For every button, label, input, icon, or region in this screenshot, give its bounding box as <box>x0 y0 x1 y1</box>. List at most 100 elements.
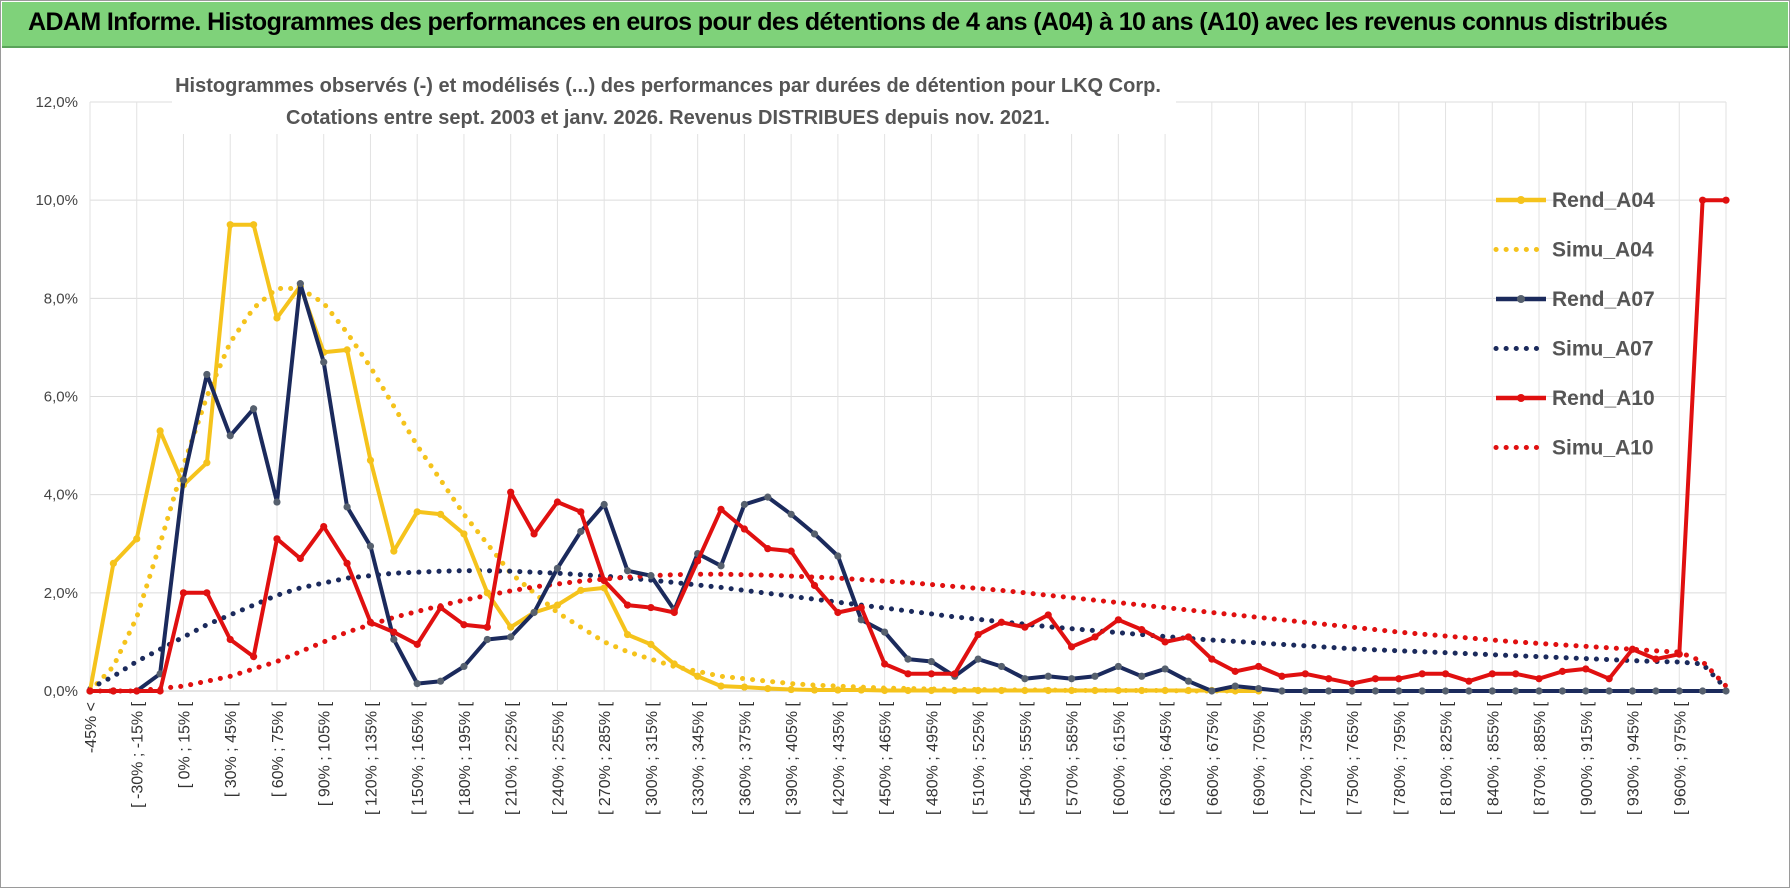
data-point-rend-a07 <box>1021 675 1029 683</box>
data-point-rend-a10 <box>1371 675 1380 683</box>
data-point-rend-a10 <box>834 608 842 617</box>
legend-marker <box>1517 394 1525 402</box>
data-point-rend-a10 <box>1441 670 1450 678</box>
x-tick-label: [ 870% ; 885% [ <box>1532 701 1549 815</box>
data-point-rend-a10 <box>740 525 749 533</box>
data-point-rend-a04 <box>740 683 749 691</box>
data-point-rend-a04 <box>577 586 585 594</box>
x-tick-label: [ -30% ; -15% [ <box>130 701 147 807</box>
data-point-rend-a07 <box>1558 687 1566 695</box>
data-point-rend-a10 <box>1628 645 1637 653</box>
data-point-rend-a07 <box>1371 687 1380 695</box>
data-point-rend-a07 <box>413 680 421 688</box>
series-line-rend-a07 <box>90 281 1726 693</box>
data-point-rend-a07 <box>857 616 865 624</box>
legend-label: Simu_A07 <box>1552 338 1654 361</box>
data-point-rend-a10 <box>810 581 819 590</box>
data-point-rend-a04 <box>951 686 959 695</box>
data-point-rend-a10 <box>1699 196 1707 204</box>
data-point-rend-a04 <box>460 530 468 538</box>
data-point-rend-a10 <box>717 505 725 513</box>
series <box>86 196 1730 695</box>
data-point-rend-a10 <box>1184 633 1193 641</box>
x-tick-label: [ 0% ; 15% [ <box>176 701 193 788</box>
data-point-rend-a10 <box>904 670 912 678</box>
data-point-rend-a07 <box>1465 687 1473 695</box>
data-point-rend-a04 <box>1091 686 1099 695</box>
y-tick-label: 2,0% <box>44 585 78 602</box>
legend-marker <box>1517 295 1525 303</box>
data-point-rend-a07 <box>436 677 445 685</box>
data-point-rend-a04 <box>273 314 281 322</box>
data-point-rend-a10 <box>1114 616 1122 624</box>
data-point-rend-a10 <box>1395 675 1403 683</box>
x-tick-label: [ 300% ; 315% [ <box>644 701 661 815</box>
data-point-rend-a07 <box>226 432 234 440</box>
legend-label: Rend_A07 <box>1552 288 1655 311</box>
data-point-rend-a10 <box>203 589 211 597</box>
data-point-rend-a04 <box>483 589 491 597</box>
x-tick-label: [ 180% ; 195% [ <box>457 701 474 815</box>
title-banner: ADAM Informe. Histogrammes des performan… <box>2 2 1788 48</box>
data-point-rend-a07 <box>1278 687 1286 695</box>
data-point-rend-a10 <box>764 545 772 553</box>
data-point-rend-a04 <box>764 684 772 693</box>
data-point-rend-a07 <box>1348 687 1356 695</box>
data-point-rend-a10 <box>1138 626 1146 634</box>
x-tick-label: [ 780% ; 795% [ <box>1392 701 1409 815</box>
data-point-rend-a07 <box>1114 662 1122 671</box>
data-point-rend-a07 <box>1325 687 1333 695</box>
data-point-rend-a10 <box>1301 670 1309 678</box>
data-point-rend-a10 <box>1488 670 1496 678</box>
data-point-rend-a07 <box>1395 687 1403 695</box>
x-tick-label: [ 960% ; 975% [ <box>1672 701 1689 815</box>
y-axis: 0,0% 2,0% 4,0% 6,0% 8,0% 10,0% 12,0% <box>35 94 78 700</box>
x-tick-label: [ 750% ; 765% [ <box>1345 701 1362 815</box>
data-point-rend-a07 <box>1231 682 1239 690</box>
series-line-simu-a07 <box>87 568 1729 691</box>
x-tick-label: [ 360% ; 375% [ <box>737 701 754 815</box>
data-point-rend-a10 <box>1465 677 1473 685</box>
x-tick-label: [ 720% ; 735% [ <box>1298 701 1315 815</box>
data-point-rend-a04 <box>507 623 515 631</box>
y-tick-label: 0,0% <box>44 683 78 700</box>
data-point-rend-a04 <box>1044 686 1052 695</box>
data-point-rend-a04 <box>156 427 164 435</box>
legend-item-simu-a10: Simu_A10 <box>1493 437 1654 460</box>
x-tick-label: [ 900% ; 915% [ <box>1579 701 1596 815</box>
data-point-rend-a10 <box>951 670 959 678</box>
data-point-rend-a07 <box>250 405 258 413</box>
data-point-rend-a04 <box>1068 686 1076 695</box>
x-tick-label: [ 810% ; 825% [ <box>1439 701 1456 815</box>
data-point-rend-a07 <box>460 662 468 671</box>
data-point-rend-a10 <box>156 687 164 695</box>
data-point-rend-a10 <box>1278 672 1286 680</box>
x-tick-label: [ 930% ; 945% [ <box>1626 701 1643 815</box>
data-point-rend-a04 <box>670 660 678 668</box>
data-point-rend-a07 <box>1488 687 1496 695</box>
data-point-rend-a10 <box>320 522 328 531</box>
chart-title-background <box>172 64 1176 134</box>
data-point-rend-a07 <box>810 530 819 538</box>
data-point-rend-a04 <box>250 221 258 229</box>
data-point-rend-a04 <box>717 682 725 690</box>
data-point-rend-a10 <box>997 618 1006 626</box>
data-point-rend-a04 <box>787 685 795 694</box>
data-point-rend-a07 <box>366 542 375 550</box>
data-point-rend-a10 <box>250 653 258 661</box>
data-point-rend-a07 <box>647 572 655 580</box>
chart-title: Histogrammes observés (-) et modélisés (… <box>172 64 1176 134</box>
x-tick-label: [ 90% ; 105% [ <box>317 701 334 806</box>
x-tick-label: [ 840% ; 855% [ <box>1485 701 1502 815</box>
data-point-rend-a07 <box>1208 687 1216 695</box>
data-point-rend-a07 <box>179 476 188 484</box>
data-point-rend-a10 <box>600 576 608 585</box>
legend-label: Rend_A04 <box>1552 189 1655 212</box>
data-point-rend-a10 <box>343 559 351 567</box>
data-point-rend-a10 <box>507 488 515 496</box>
legend: Rend_A04 Simu_A04 Rend_A07 Simu_A07 Rend_A10… <box>1493 189 1655 460</box>
x-axis: -45% < [ -30% ; -15% [[ 0% ; 15% [[ 30% ;… <box>83 701 1689 815</box>
data-point-rend-a10 <box>857 603 865 612</box>
